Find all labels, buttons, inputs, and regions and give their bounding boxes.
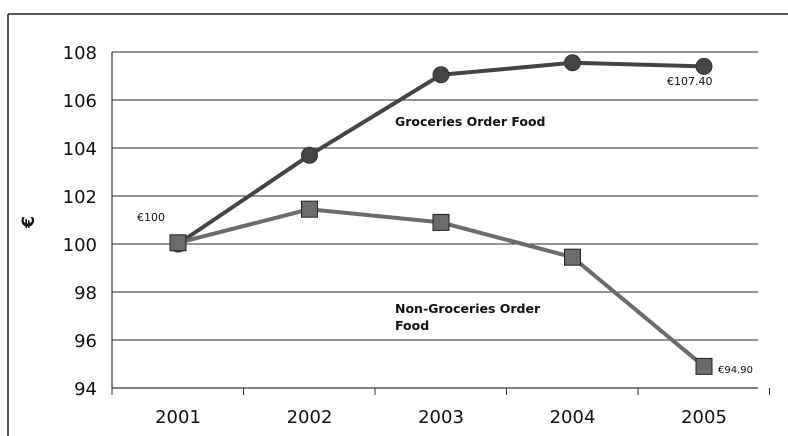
x-tick-label: 2003 [418,407,464,428]
y-tick-label: 104 [63,139,97,160]
y-tick-label: 106 [63,91,97,112]
point-groceries-order-food [301,146,318,164]
point-non-groceries-order-food [301,200,318,218]
point-non-groceries-order-food [695,357,713,375]
series-label-groceries: Groceries Order Food [395,114,546,129]
y-tick-label: 96 [74,331,97,352]
x-tick-label: 2004 [550,407,596,428]
point-groceries-order-food [695,57,713,75]
gridlines [112,51,758,341]
series-label-non-groceries-line1: Non-Groceries Order [395,301,541,316]
point-non-groceries-order-food [169,234,187,252]
series-line-non-groceries-order-food [177,207,706,368]
x-tick-label: 2005 [681,407,727,428]
y-tick-label: 108 [63,43,97,64]
annotation-start-value: €100 [137,211,165,224]
annotation-non-groceries-end: €94.90 [718,365,753,376]
y-tick-label: 94 [74,379,97,400]
point-non-groceries-order-food [432,213,450,231]
series-label-non-groceries-line2: Food [395,318,429,333]
x-axis-ticks: 2001 2002 2003 2004 2005 [111,388,770,428]
x-tick-label: 2002 [287,407,333,428]
x-tick-label: 2001 [155,407,201,428]
annotation-groceries-end: €107.40 [667,75,713,88]
y-tick-label: 100 [63,235,97,256]
series-group [169,54,713,375]
point-groceries-order-food [564,54,581,72]
point-groceries-order-food [432,66,450,84]
y-tick-label: 102 [63,187,97,208]
y-tick-label: 98 [74,283,97,304]
y-axis-ticks: 94 96 98 100 102 104 106 108 [63,43,97,400]
point-non-groceries-order-food [564,248,581,266]
y-axis-label: € [19,216,39,229]
